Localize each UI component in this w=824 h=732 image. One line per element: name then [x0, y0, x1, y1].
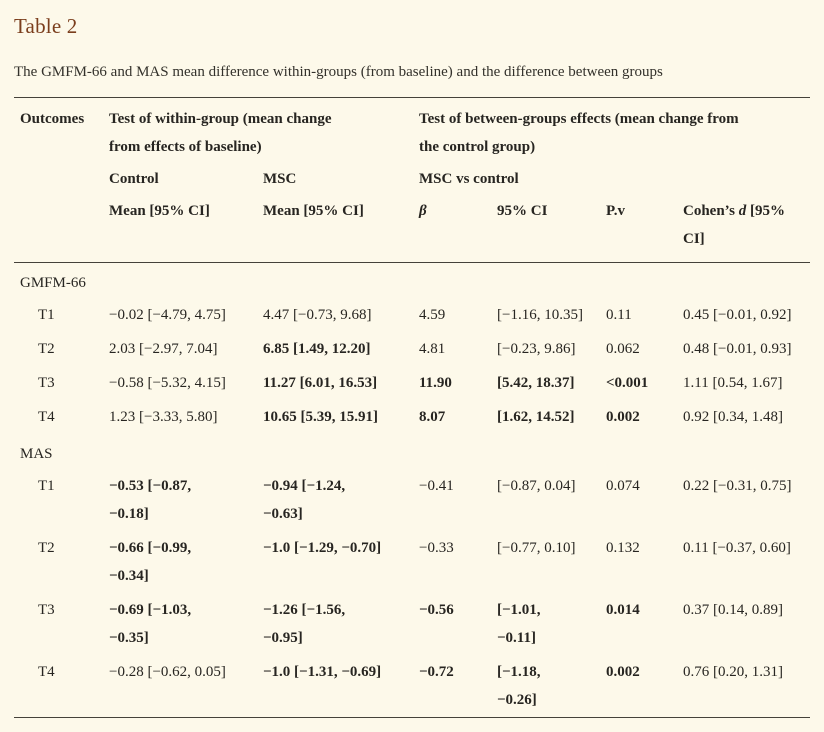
row-label: T4 — [38, 664, 55, 680]
section-label: GMFM-66 — [14, 262, 811, 298]
header-ci95: 95% CI — [497, 203, 548, 219]
cell: 10.65 [5.39, 15.91] — [263, 409, 378, 425]
cell: 2.03 [−2.97, 7.04] — [109, 341, 218, 357]
header-within-group: Test of within-group (mean change from e… — [109, 111, 332, 155]
cell: 0.014 — [606, 602, 640, 618]
cell: −1.0 [−1.29, −0.70] — [263, 540, 382, 556]
cell: <0.001 — [606, 375, 649, 391]
cell: 11.90 — [419, 375, 452, 391]
cell: −0.69 [−1.03, −0.35] — [109, 602, 192, 646]
cell: −0.28 [−0.62, 0.05] — [109, 664, 226, 680]
cell: 0.48 [−0.01, 0.93] — [683, 341, 792, 357]
cell: 0.22 [−0.31, 0.75] — [683, 478, 792, 494]
table-row: T2 −0.66 [−0.99, −0.34] −1.0 [−1.29, −0.70… — [14, 531, 810, 593]
header-pv: P.v — [606, 203, 626, 219]
row-label: T3 — [38, 602, 55, 618]
header-control: Control — [109, 171, 159, 187]
cell: −0.72 — [419, 664, 454, 680]
header-outcomes: Outcomes — [20, 111, 85, 127]
cell: [−1.16, 10.35] — [497, 307, 583, 323]
cohens-d-symbol: d — [738, 203, 747, 219]
cell: 0.062 — [606, 341, 640, 357]
cell: 0.92 [0.34, 1.48] — [683, 409, 783, 425]
cell: 0.11 — [606, 307, 632, 323]
cell: [1.62, 14.52] — [497, 409, 575, 425]
section-row: GMFM-66 — [14, 262, 811, 298]
row-label: T1 — [38, 478, 55, 494]
cell: 0.132 — [606, 540, 640, 556]
row-label: T1 — [38, 307, 55, 323]
header-msc-vs-control: MSC vs control — [419, 171, 519, 187]
table-row: T1 −0.53 [−0.87, −0.18] −0.94 [−1.24, −0.6… — [14, 469, 810, 531]
cell: 4.81 — [419, 341, 446, 357]
table-row: T3 −0.69 [−1.03, −0.35] −1.26 [−1.56, −0.9… — [14, 593, 810, 655]
section-label: MAS — [20, 446, 53, 462]
row-label: T2 — [38, 540, 55, 556]
cell: [−1.18, −0.26] — [497, 664, 541, 708]
table-title: Table 2 — [14, 14, 78, 38]
table-row: T4 1.23 [−3.33, 5.80] 10.65 [5.39, 15.91] 8… — [14, 400, 810, 434]
table-row: T1 −0.02 [−4.79, 4.75] 4.47 [−0.73, 9.68] 4… — [14, 298, 810, 332]
cell: 0.074 — [606, 478, 640, 494]
cell: −0.56 — [419, 602, 454, 618]
table-header: Outcomes Test of within-group (mean chan… — [14, 98, 810, 263]
table-row: T4 −0.28 [−0.62, 0.05] −1.0 [−1.31, −0.69]… — [14, 655, 810, 718]
cell: 8.07 — [419, 409, 446, 425]
cell: [−1.01, −0.11] — [497, 602, 541, 646]
cell: −0.33 — [419, 540, 454, 556]
cell: 1.23 [−3.33, 5.80] — [109, 409, 218, 425]
cell: 0.11 [−0.37, 0.60] — [683, 540, 791, 556]
table-caption: The GMFM-66 and MAS mean difference with… — [14, 64, 663, 80]
cell: 4.59 — [419, 307, 446, 323]
cell: 0.76 [0.20, 1.31] — [683, 664, 783, 680]
cell: 0.002 — [606, 664, 640, 680]
header-beta: β — [419, 203, 427, 219]
cell: 6.85 [1.49, 12.20] — [263, 341, 371, 357]
cell: −0.66 [−0.99, −0.34] — [109, 540, 192, 584]
header-subgroup-row: Control MSC MSC vs control — [14, 163, 810, 195]
cohens-d-prefix: Cohen’s — [683, 203, 739, 219]
header-mean-ci-msc: Mean [95% CI] — [263, 203, 364, 219]
cell: −0.41 — [419, 478, 454, 494]
header-cohens-d: Cohen’s d [95% CI] — [683, 195, 810, 263]
cell: −0.58 [−5.32, 4.15] — [109, 375, 226, 391]
header-msc: MSC — [263, 171, 297, 187]
cell: −0.02 [−4.79, 4.75] — [109, 307, 226, 323]
results-table: Outcomes Test of within-group (mean chan… — [14, 97, 811, 718]
cell: [−0.23, 9.86] — [497, 341, 576, 357]
header-measure-row: Mean [95% CI] Mean [95% CI] β 95% CI P.v… — [14, 195, 810, 263]
header-between-groups: Test of between-groups effects (mean cha… — [419, 111, 739, 155]
cell: [−0.77, 0.10] — [497, 540, 576, 556]
cell: 11.27 [6.01, 16.53] — [263, 375, 378, 391]
section-row: MAS — [14, 434, 810, 469]
table-body: GMFM-66 T1 −0.02 [−4.79, 4.75] 4.47 [−0.73,… — [14, 262, 811, 718]
row-label: T3 — [38, 375, 55, 391]
cell: 0.45 [−0.01, 0.92] — [683, 307, 792, 323]
cell: −0.94 [−1.24, −0.63] — [263, 478, 346, 522]
cell: 0.37 [0.14, 0.89] — [683, 602, 783, 618]
cell: 1.11 [0.54, 1.67] — [683, 375, 783, 391]
cell: 4.47 [−0.73, 9.68] — [263, 307, 372, 323]
header-group-row: Outcomes Test of within-group (mean chan… — [14, 98, 810, 164]
row-label: T2 — [38, 341, 55, 357]
cell: −1.0 [−1.31, −0.69] — [263, 664, 382, 680]
cell: −0.53 [−0.87, −0.18] — [109, 478, 192, 522]
cell: −1.26 [−1.56, −0.95] — [263, 602, 346, 646]
table-row: T3 −0.58 [−5.32, 4.15] 11.27 [6.01, 16.53]… — [14, 366, 810, 400]
cohens-d-suffix: [95% CI] — [683, 203, 785, 247]
cell: 0.002 — [606, 409, 640, 425]
header-mean-ci-control: Mean [95% CI] — [109, 203, 210, 219]
cell: [−0.87, 0.04] — [497, 478, 576, 494]
table-row: T2 2.03 [−2.97, 7.04] 6.85 [1.49, 12.20] 4.… — [14, 332, 810, 366]
row-label: T4 — [38, 409, 55, 425]
cell: [5.42, 18.37] — [497, 375, 575, 391]
